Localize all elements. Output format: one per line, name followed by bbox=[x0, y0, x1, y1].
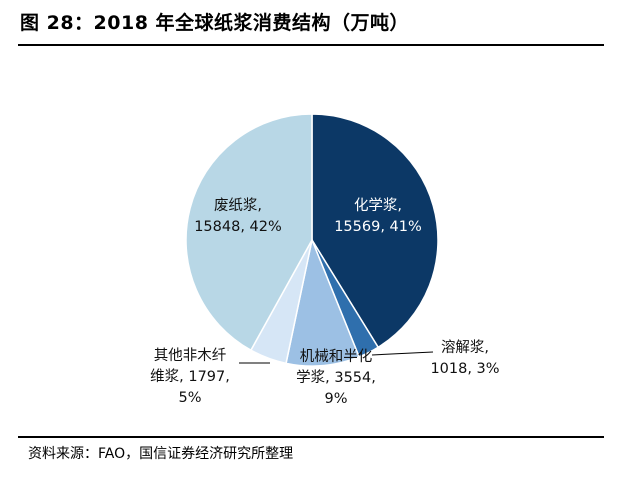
slice-label-line: 15569, 41% bbox=[334, 219, 422, 235]
slice-label-line: 5% bbox=[178, 390, 201, 406]
slice-label: 机械和半化学浆, 3554, 9% bbox=[296, 348, 376, 407]
slice-label-line: 废纸浆, bbox=[214, 196, 262, 214]
slice-label: 其他非木纤维浆, 1797, 5% bbox=[150, 347, 230, 406]
slice-label-line: 1018, 3% bbox=[430, 361, 499, 377]
slice-label-line: 溶解浆, bbox=[441, 338, 489, 356]
slice-label-line: 9% bbox=[324, 391, 347, 407]
source-rule bbox=[18, 436, 604, 438]
slice-label-line: 化学浆, bbox=[354, 196, 402, 214]
title-rule bbox=[18, 44, 604, 46]
slice-label-line: 学浆, 3554, bbox=[296, 368, 376, 386]
slice-label: 废纸浆, 15848, 42% bbox=[194, 196, 282, 235]
slice-label-line: 维浆, 1797, bbox=[150, 367, 230, 385]
leader-line bbox=[371, 351, 434, 356]
slice-label: 化学浆, 15569, 41% bbox=[334, 196, 422, 235]
source-note: 资料来源：FAO，国信证券经济研究所整理 bbox=[28, 446, 294, 462]
slice-label-line: 机械和半化 bbox=[300, 348, 373, 365]
slice-label-line: 其他非木纤 bbox=[154, 347, 227, 364]
pie-slice bbox=[185, 113, 313, 352]
slice-label: 溶解浆, 1018, 3% bbox=[430, 338, 499, 377]
figure-title: 图 28：2018 年全球纸浆消费结构（万吨） bbox=[20, 12, 410, 34]
slice-label-line: 15848, 42% bbox=[194, 219, 282, 235]
pie-slice bbox=[311, 113, 439, 349]
